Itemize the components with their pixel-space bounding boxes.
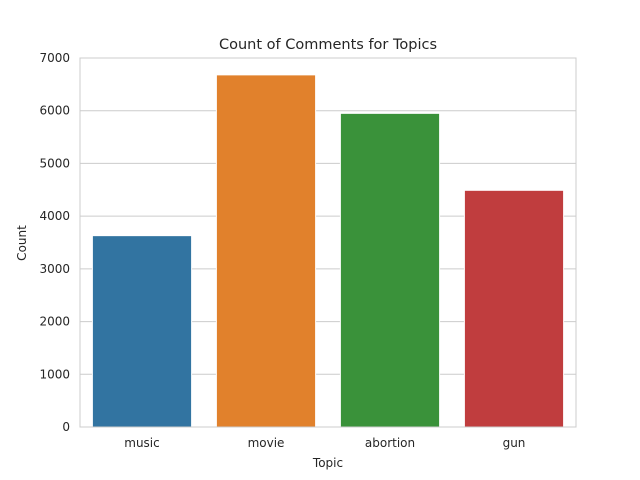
x-tick-label: movie bbox=[248, 436, 285, 450]
bar-music bbox=[91, 235, 193, 428]
x-axis-label: Topic bbox=[312, 456, 343, 470]
y-tick-label: 1000 bbox=[39, 367, 70, 381]
y-tick-label: 7000 bbox=[39, 51, 70, 65]
plot-frame bbox=[79, 57, 577, 428]
y-tick-labels: 0 1000 2000 3000 4000 5000 6000 7000 bbox=[39, 51, 70, 434]
x-tick-label: music bbox=[124, 436, 159, 450]
bars bbox=[91, 74, 565, 428]
x-tick-labels: music movie abortion gun bbox=[124, 436, 525, 450]
x-tick-label: gun bbox=[503, 436, 526, 450]
y-tick-label: 6000 bbox=[39, 104, 70, 118]
y-tick-label: 5000 bbox=[39, 156, 70, 170]
y-tick-label: 4000 bbox=[39, 209, 70, 223]
y-axis-label: Count bbox=[15, 225, 29, 261]
x-tick-label: abortion bbox=[365, 436, 415, 450]
y-tick-label: 3000 bbox=[39, 262, 70, 276]
bar-movie bbox=[215, 74, 317, 428]
bar-gun bbox=[463, 189, 565, 428]
bar-abortion bbox=[339, 112, 441, 428]
y-tick-label: 0 bbox=[62, 420, 70, 434]
chart-title: Count of Comments for Topics bbox=[219, 37, 437, 53]
y-tick-label: 2000 bbox=[39, 315, 70, 329]
